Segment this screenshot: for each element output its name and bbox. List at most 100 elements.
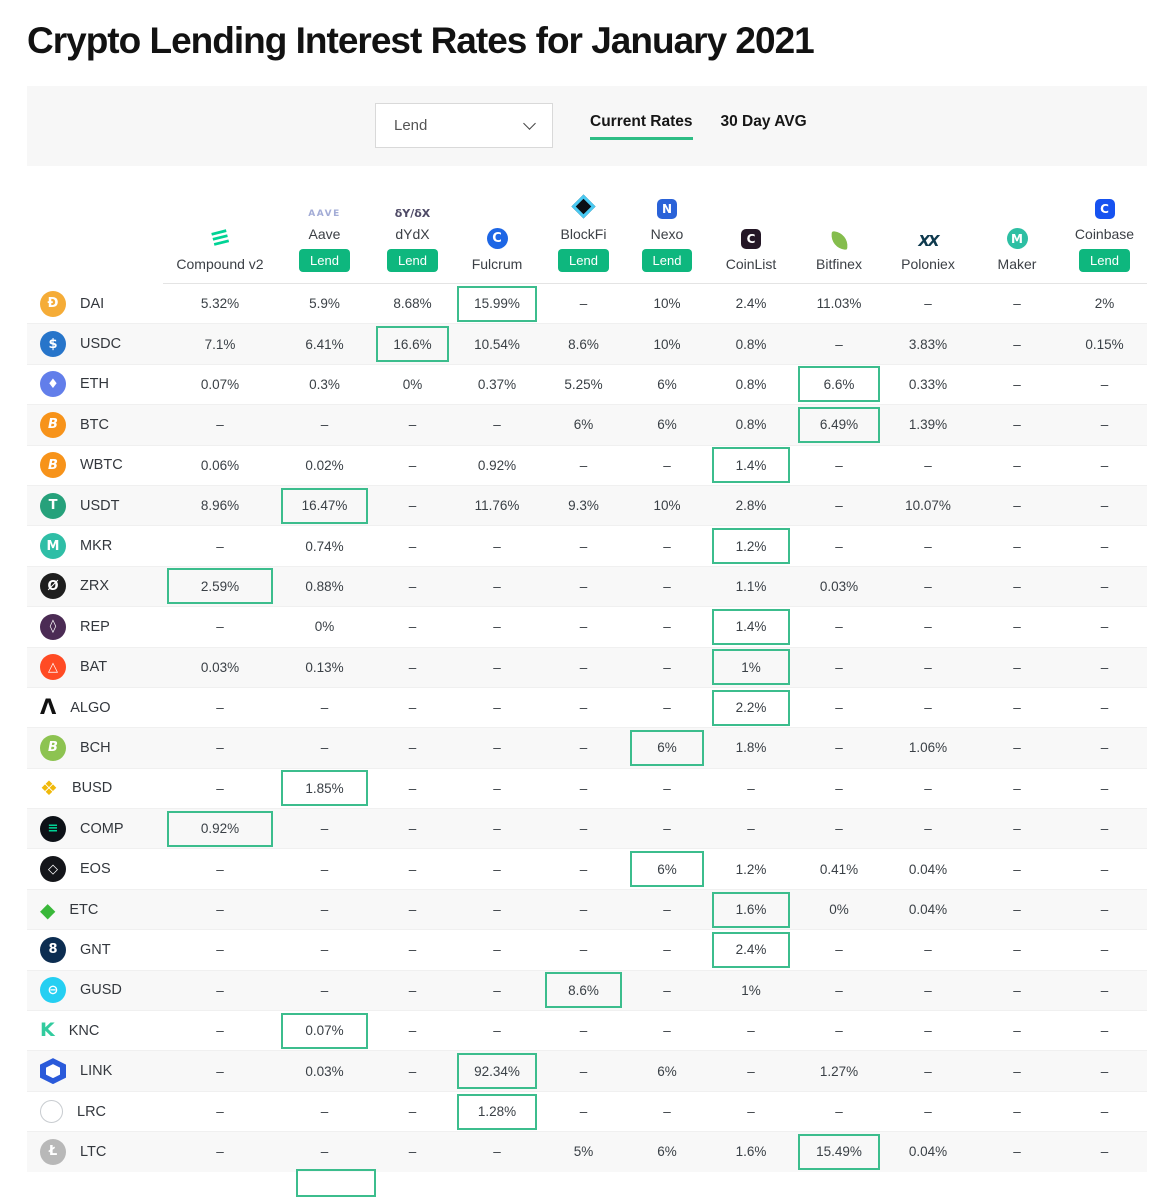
coin-cell: 8 GNT (27, 936, 163, 963)
rate-value: – (408, 659, 417, 675)
rate-value: 10.54% (474, 336, 520, 352)
coin-symbol: DAI (80, 295, 105, 312)
platform-header-coinlist: C CoinList (708, 229, 794, 284)
rate-value: – (216, 700, 224, 716)
best-rate-value: 1.4% (712, 608, 790, 645)
rate-value: – (1100, 982, 1109, 998)
rate-cell: 7.1% (163, 324, 277, 363)
rate-cell: – (163, 1011, 277, 1050)
rate-value: 8.96% (200, 498, 240, 514)
rate-cell: – (453, 688, 541, 727)
rate-cell: – (1062, 769, 1147, 808)
usdc-icon: $ (40, 331, 66, 358)
rate-cell: – (541, 930, 626, 969)
rate-cell: 2.4% (708, 930, 794, 969)
rate-value: 6% (657, 417, 677, 433)
platform-name: Aave (308, 226, 341, 242)
rate-value: – (835, 336, 843, 352)
rate-cell: 1.06% (884, 728, 972, 767)
coin-symbol: BTC (80, 416, 109, 433)
rate-cell: 0.8% (708, 324, 794, 363)
rate-cell: – (884, 971, 972, 1010)
rate-cell: 6% (626, 405, 708, 444)
platform-name: BlockFi (560, 226, 607, 242)
lend-button[interactable]: Lend (299, 249, 350, 272)
rate-value: 6.41% (305, 336, 344, 352)
rate-cell: – (372, 567, 453, 606)
comp-icon: ≡ (40, 815, 66, 842)
rate-value: – (1013, 942, 1021, 958)
rate-cell: – (884, 284, 972, 323)
rate-value: – (216, 982, 224, 998)
rate-cell: – (163, 1051, 277, 1090)
rate-value: – (493, 538, 501, 554)
lend-borrow-dropdown[interactable]: Lend (375, 103, 553, 148)
gusd-icon: ⊖ (40, 977, 66, 1004)
tab-30-day-avg[interactable]: 30 Day AVG (720, 112, 807, 130)
rate-cell: – (972, 607, 1062, 646)
rate-value: – (1013, 821, 1021, 837)
rate-value: 11.03% (816, 296, 862, 312)
rate-value: – (320, 902, 329, 918)
rate-value: – (1013, 296, 1021, 312)
rate-value: – (835, 659, 843, 675)
rate-value: – (924, 1063, 932, 1079)
rate-cell: – (794, 486, 884, 525)
best-rate-value: 1.2% (712, 528, 790, 565)
rep-icon: ◊ (40, 613, 66, 640)
rate-cell: – (277, 849, 372, 888)
rate-value: 1.2% (735, 861, 767, 877)
rate-cell: – (626, 607, 708, 646)
rate-cell: – (972, 971, 1062, 1010)
rate-cell: – (626, 769, 708, 808)
rate-value: – (1013, 861, 1021, 877)
rate-cell: – (372, 971, 453, 1010)
rate-cell: – (1062, 1092, 1147, 1131)
rate-cell: – (1062, 890, 1147, 929)
coin-cell: B BCH (27, 734, 163, 761)
rate-value: – (216, 1063, 224, 1079)
rate-value: – (408, 538, 417, 554)
lend-button[interactable]: Lend (641, 249, 693, 272)
coin-cell: M MKR (27, 533, 163, 560)
lend-button[interactable]: Lend (387, 249, 438, 272)
rate-cell: – (163, 1132, 277, 1171)
rate-cell: – (541, 446, 626, 485)
lend-button[interactable]: Lend (558, 249, 609, 272)
rate-cell: 0.8% (708, 365, 794, 404)
platform-header-coinbase: C Coinbase Lend (1062, 199, 1147, 284)
rate-value: – (1013, 659, 1021, 675)
rate-cell: 16.47% (277, 486, 372, 525)
coin-symbol: KNC (68, 1022, 100, 1039)
tab-current-rates[interactable]: Current Rates (590, 113, 693, 140)
best-rate-value: 2.2% (712, 689, 790, 726)
lend-button[interactable]: Lend (1079, 249, 1130, 272)
rate-tabs: Current Rates 30 Day AVG (590, 86, 807, 166)
rate-value: – (1013, 417, 1021, 433)
rate-value: – (1100, 861, 1109, 877)
rate-cell: 1.1% (708, 567, 794, 606)
rate-cell: – (972, 365, 1062, 404)
rate-value: – (924, 296, 932, 312)
rate-cell: – (453, 971, 541, 1010)
rate-value: 8.68% (393, 296, 432, 312)
fulcrum-icon: C (486, 228, 508, 249)
rate-cell: 1.2% (708, 849, 794, 888)
rate-value: – (579, 1023, 588, 1039)
rate-value: 0.04% (908, 861, 948, 877)
rate-cell: – (1062, 486, 1147, 525)
rate-cell: – (972, 486, 1062, 525)
table-row-gnt: 8 GNT – – – – – – 2.4% – – – – (27, 929, 1147, 969)
rate-value: – (216, 740, 224, 756)
rate-cell: – (972, 567, 1062, 606)
table-row-busd: ❖ BUSD – 1.85% – – – – – – – – – (27, 767, 1147, 808)
usdt-icon: T (40, 492, 66, 519)
rate-cell: – (372, 486, 453, 525)
best-rate-value: 0.92% (167, 810, 273, 847)
rate-value: – (493, 942, 501, 958)
rate-cell: – (163, 728, 277, 767)
rate-value: 0.03% (200, 659, 240, 675)
rate-value: – (663, 902, 671, 918)
rate-cell: – (708, 1051, 794, 1090)
rate-value: 0.37% (477, 376, 517, 392)
